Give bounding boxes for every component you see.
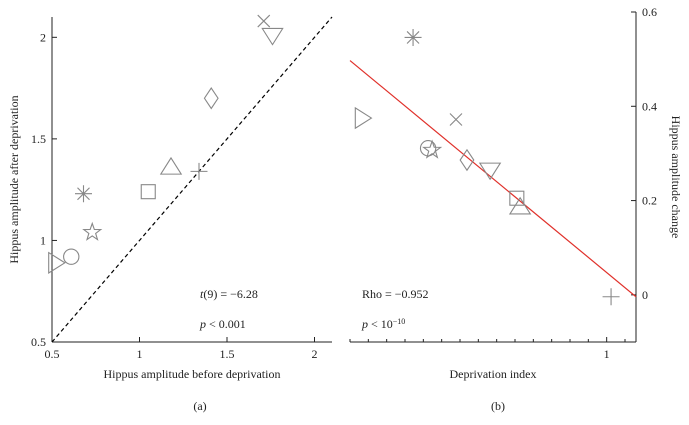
x-tick-label: 2 bbox=[312, 347, 318, 361]
marker bbox=[190, 162, 208, 180]
annotation-part: −10 bbox=[393, 317, 406, 326]
y-tick-label: 0.4 bbox=[642, 99, 657, 113]
annotation: p < 0.001 bbox=[199, 317, 246, 331]
y-tick-label: 2 bbox=[40, 30, 46, 44]
marker bbox=[257, 14, 271, 28]
x-tick-label: 1 bbox=[604, 347, 610, 361]
y-axis-label: Hippus amplitude after deprivation bbox=[7, 95, 21, 263]
marker bbox=[261, 27, 284, 46]
x-axis-label: Deprivation index bbox=[450, 367, 537, 381]
y-tick-label: 0 bbox=[642, 288, 648, 302]
marker bbox=[449, 113, 463, 126]
annotation-part: < 10 bbox=[368, 317, 393, 331]
y-tick-label: 0.6 bbox=[642, 5, 657, 19]
reference-line bbox=[349, 60, 637, 298]
annotation: t(9) = −6.28 bbox=[200, 287, 258, 301]
annotation: p < 10−10 bbox=[361, 317, 405, 332]
y-tick-label: 1 bbox=[40, 233, 46, 247]
x-tick-label: 1.5 bbox=[220, 347, 235, 361]
y-tick-label: 1.5 bbox=[31, 132, 46, 146]
marker bbox=[63, 248, 80, 265]
marker bbox=[203, 87, 219, 110]
marker bbox=[48, 251, 66, 274]
marker bbox=[422, 139, 443, 159]
annotation-part: p bbox=[361, 317, 368, 331]
marker bbox=[75, 185, 92, 203]
panel-label: (b) bbox=[491, 399, 505, 413]
x-axis-label: Hippus amplitude before deprivation bbox=[104, 367, 281, 381]
annotation-part: < 0.001 bbox=[206, 317, 246, 331]
x-tick-label: 0.5 bbox=[45, 347, 60, 361]
marker bbox=[478, 162, 502, 181]
x-tick-label: 1 bbox=[137, 347, 143, 361]
annotation-part: p bbox=[199, 317, 206, 331]
marker bbox=[159, 156, 183, 175]
marker bbox=[82, 221, 103, 241]
marker bbox=[509, 190, 525, 206]
y-axis-label: Hippus amplitude change bbox=[669, 116, 683, 239]
y-tick-label: 0.5 bbox=[31, 335, 46, 349]
marker bbox=[602, 288, 620, 306]
marker bbox=[404, 28, 422, 46]
reference-line bbox=[51, 16, 333, 343]
annotation-part: (9) = −6.28 bbox=[203, 287, 258, 301]
marker bbox=[508, 196, 532, 215]
annotation-part: t bbox=[200, 287, 204, 301]
annotation-part: Rho = −0.952 bbox=[362, 287, 429, 301]
y-tick-label: 0.2 bbox=[642, 194, 657, 208]
annotation: Rho = −0.952 bbox=[362, 287, 429, 301]
marker bbox=[354, 106, 373, 130]
marker bbox=[140, 184, 156, 200]
marker bbox=[459, 148, 475, 172]
panel-label: (a) bbox=[193, 399, 206, 413]
